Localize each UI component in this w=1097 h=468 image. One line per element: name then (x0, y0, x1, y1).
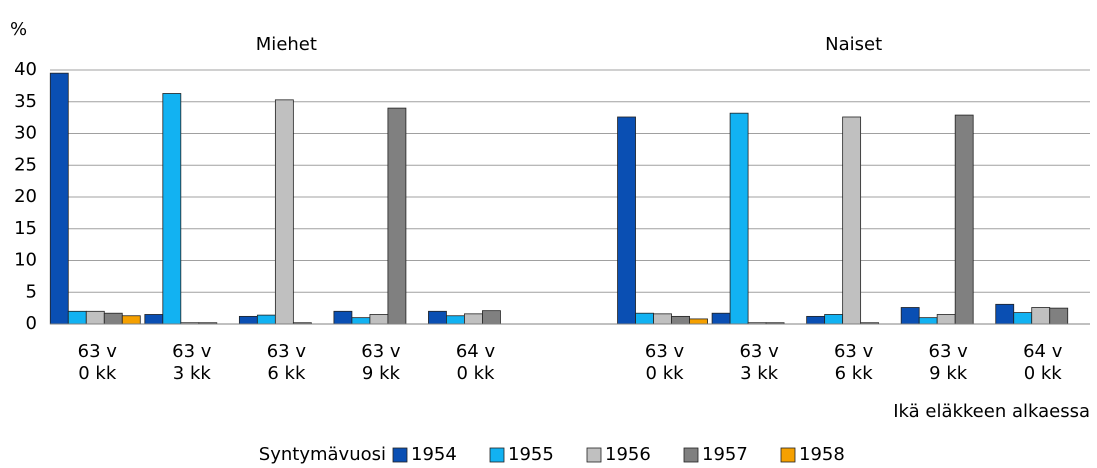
y-tick-label: 40 (14, 59, 37, 80)
x-tick-label: 0 kk (1024, 363, 1063, 384)
x-tick-label: 6 kk (267, 363, 306, 384)
bar (369, 314, 389, 325)
bar (824, 314, 844, 325)
bar (1013, 312, 1033, 325)
y-tick-label: 10 (14, 250, 37, 271)
bar (900, 307, 920, 325)
y-tick-label: 20 (14, 186, 37, 207)
bar (936, 314, 956, 325)
x-tick-label: 63 v (739, 341, 779, 362)
bar (689, 318, 708, 325)
legend-label: 1956 (605, 444, 651, 465)
y-tick-label: 15 (14, 218, 37, 239)
y-tick-label: 35 (14, 91, 37, 112)
bar (162, 93, 182, 325)
x-tick-label: 63 v (929, 341, 969, 362)
bar (85, 310, 105, 325)
legend-swatch (489, 447, 505, 463)
x-tick-label: 64 v (1023, 341, 1063, 362)
bar (482, 310, 501, 325)
bar (671, 315, 690, 325)
legend-label: 1958 (799, 444, 845, 465)
bar (446, 315, 465, 325)
legend-swatch (683, 447, 699, 463)
bar (256, 314, 276, 325)
x-tick-label: 63 v (78, 341, 118, 362)
bar (49, 72, 69, 325)
bar (711, 312, 731, 325)
bar (806, 315, 826, 325)
legend-swatch (780, 447, 796, 463)
bar (428, 310, 447, 325)
legend-label: 1955 (508, 444, 554, 465)
legend-swatch (392, 447, 408, 463)
bar (954, 114, 974, 325)
x-tick-label: 63 v (361, 341, 401, 362)
y-tick-label: 25 (14, 154, 37, 175)
x-tick-label: 3 kk (173, 363, 212, 384)
x-tick-label: 0 kk (78, 363, 117, 384)
y-axis-label: % (10, 19, 27, 40)
bar (351, 317, 371, 325)
y-tick-label: 30 (14, 123, 37, 144)
legend-label: 1957 (702, 444, 748, 465)
bar (842, 116, 862, 325)
legend-title: Syntymävuosi (259, 444, 386, 465)
bar (387, 107, 407, 325)
x-tick-label: 9 kk (362, 363, 401, 384)
x-tick-label: 9 kk (929, 363, 968, 384)
panel-title: Miehet (256, 34, 317, 55)
bar (121, 315, 141, 325)
bar (238, 315, 258, 325)
y-tick-label: 5 (26, 281, 37, 302)
x-tick-label: 6 kk (835, 363, 874, 384)
bar (1031, 307, 1051, 325)
bar (617, 116, 636, 325)
bar (333, 310, 353, 325)
bar (729, 112, 749, 325)
legend-label: 1954 (411, 444, 457, 465)
panel-title: Naiset (825, 34, 882, 55)
legend-swatch (586, 447, 602, 463)
x-tick-label: 3 kk (740, 363, 779, 384)
x-tick-label: 63 v (834, 341, 874, 362)
x-tick-label: 63 v (172, 341, 212, 362)
bar (67, 310, 87, 325)
x-tick-label: 0 kk (456, 363, 495, 384)
bar (274, 99, 294, 325)
x-tick-label: 64 v (456, 341, 496, 362)
y-tick-label: 0 (26, 313, 37, 334)
x-tick-label: 0 kk (646, 363, 685, 384)
x-tick-label: 63 v (267, 341, 307, 362)
bar (653, 313, 672, 325)
bar (995, 303, 1015, 325)
bar (464, 313, 483, 325)
x-tick-label: 63 v (645, 341, 685, 362)
bar (103, 312, 123, 325)
x-axis-label: Ikä eläkkeen alkaessa (893, 401, 1090, 422)
bar (918, 317, 938, 325)
bar (635, 312, 654, 325)
bar (144, 314, 164, 325)
bar (1049, 307, 1069, 325)
